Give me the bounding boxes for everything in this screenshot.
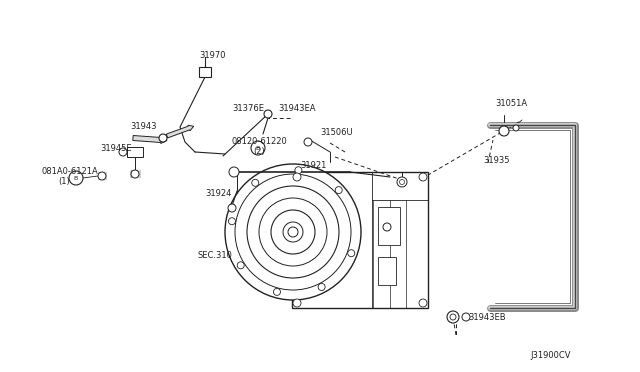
Circle shape	[318, 283, 325, 291]
Circle shape	[348, 250, 355, 257]
Circle shape	[228, 204, 236, 212]
Circle shape	[229, 167, 239, 177]
Text: 31051A: 31051A	[495, 99, 527, 108]
Circle shape	[499, 126, 509, 136]
Text: 31943EB: 31943EB	[468, 312, 506, 321]
Circle shape	[273, 288, 280, 295]
Text: 31943: 31943	[130, 122, 157, 131]
Circle shape	[447, 311, 459, 323]
Circle shape	[335, 187, 342, 193]
Text: 081A0-6121A: 081A0-6121A	[42, 167, 99, 176]
Circle shape	[293, 173, 301, 181]
Text: 31921: 31921	[300, 160, 326, 170]
Circle shape	[264, 110, 272, 118]
FancyArrow shape	[133, 135, 167, 144]
Circle shape	[251, 141, 265, 155]
Circle shape	[119, 148, 127, 156]
Bar	[292, 172, 428, 308]
Circle shape	[131, 170, 139, 178]
Circle shape	[69, 171, 83, 185]
Circle shape	[237, 262, 244, 269]
Text: 31945E: 31945E	[100, 144, 132, 153]
Circle shape	[288, 227, 298, 237]
Circle shape	[228, 218, 236, 225]
Circle shape	[159, 134, 167, 142]
Text: B: B	[256, 145, 260, 151]
Bar	[127, 147, 143, 157]
Text: 31943EA: 31943EA	[278, 103, 316, 112]
Bar	[378, 207, 400, 245]
Circle shape	[383, 223, 391, 231]
Text: 08120-61220: 08120-61220	[232, 137, 288, 145]
Circle shape	[513, 125, 519, 131]
Circle shape	[462, 313, 470, 321]
Text: (2): (2)	[253, 147, 265, 155]
Text: 31970: 31970	[200, 51, 227, 60]
Text: (1): (1)	[58, 176, 70, 186]
Circle shape	[397, 177, 407, 187]
Text: 31924: 31924	[205, 189, 232, 198]
Text: B: B	[74, 176, 78, 180]
Circle shape	[295, 167, 302, 174]
Circle shape	[293, 299, 301, 307]
Text: 31935: 31935	[483, 155, 509, 164]
Circle shape	[225, 164, 361, 300]
Bar	[199, 67, 211, 77]
Text: 31506U: 31506U	[320, 128, 353, 137]
Circle shape	[419, 299, 427, 307]
Circle shape	[419, 173, 427, 181]
FancyArrow shape	[166, 125, 194, 138]
Bar	[378, 257, 396, 285]
Circle shape	[252, 179, 259, 186]
Circle shape	[98, 172, 106, 180]
Circle shape	[399, 180, 404, 185]
Text: 31376E: 31376E	[232, 103, 264, 112]
Circle shape	[450, 314, 456, 320]
Text: J31900CV: J31900CV	[530, 350, 570, 359]
Circle shape	[304, 138, 312, 146]
Text: SEC.310: SEC.310	[197, 250, 232, 260]
